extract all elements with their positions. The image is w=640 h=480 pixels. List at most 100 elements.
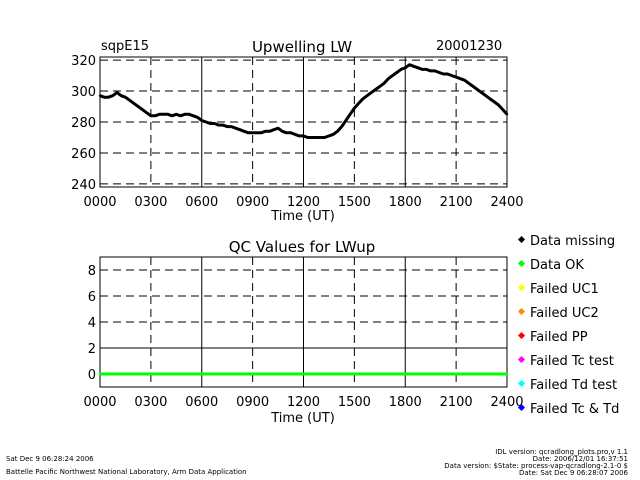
data-point bbox=[128, 99, 131, 102]
site-label: sqpE15 bbox=[101, 39, 149, 54]
x-axis-label: Time (UT) bbox=[270, 411, 335, 426]
x-tick-labels: 0000 0300 0600 0900 1200 1500 1800 2100 2400 bbox=[83, 395, 523, 410]
legend: Data missing Data OK Failed UC1 Failed UC2 F… bbox=[517, 234, 619, 417]
upwelling-lw-chart: Upwelling LW 240 260 280 300 320 0000 0300 060… bbox=[71, 38, 523, 224]
data-point bbox=[450, 74, 454, 77]
footer-left-org: Battelle Pacific Northwest National Labo… bbox=[6, 468, 247, 476]
x-tick-label: 2100 bbox=[440, 395, 473, 410]
x-tick-label: 2400 bbox=[490, 395, 523, 410]
data-point bbox=[166, 113, 169, 116]
y-tick-label: 280 bbox=[71, 116, 96, 131]
data-point bbox=[433, 69, 437, 73]
data-point bbox=[298, 134, 301, 138]
x-tick-label: 0600 bbox=[185, 395, 218, 410]
data-point bbox=[471, 85, 475, 88]
data-point bbox=[404, 66, 407, 70]
data-point bbox=[302, 134, 305, 138]
data-point bbox=[378, 85, 381, 88]
footer-right-line: Date: Sat Dec 9 06:28:07 2006 bbox=[519, 469, 628, 477]
data-point bbox=[115, 91, 119, 94]
x-tick-label: 1800 bbox=[389, 195, 422, 210]
data-point bbox=[204, 120, 208, 124]
legend-marker bbox=[517, 355, 526, 364]
data-point bbox=[501, 108, 504, 111]
x-tick-label: 2400 bbox=[490, 195, 523, 210]
y-tick-labels: 240 260 280 300 320 bbox=[71, 54, 96, 193]
data-point bbox=[306, 136, 309, 139]
data-point bbox=[107, 96, 110, 99]
data-point bbox=[170, 114, 174, 118]
data-point bbox=[315, 136, 318, 139]
x-tick-label: 0600 bbox=[185, 195, 218, 210]
legend-label: Failed UC2 bbox=[530, 306, 599, 321]
legend-label: Failed UC1 bbox=[530, 282, 599, 297]
data-point bbox=[497, 103, 500, 107]
data-point bbox=[370, 91, 373, 94]
data-point bbox=[238, 128, 242, 131]
legend-label: Failed Tc test bbox=[530, 354, 614, 369]
data-point bbox=[438, 71, 441, 74]
data-point bbox=[310, 136, 314, 139]
y-tick-label: 300 bbox=[71, 85, 96, 100]
data-point bbox=[132, 102, 136, 105]
x-tick-label: 0900 bbox=[236, 195, 269, 210]
data-point bbox=[416, 66, 420, 70]
x-tick-label: 0900 bbox=[236, 395, 269, 410]
data-point bbox=[293, 133, 297, 136]
legend-marker bbox=[517, 283, 526, 292]
data-point bbox=[141, 108, 144, 111]
x-tick-label: 0000 bbox=[83, 395, 116, 410]
legend-label: Failed Tc & Td bbox=[530, 402, 619, 417]
data-point bbox=[153, 114, 157, 118]
legend-marker bbox=[517, 379, 526, 388]
x-axis-label: Time (UT) bbox=[270, 209, 335, 224]
data-point bbox=[221, 123, 225, 127]
data-point bbox=[336, 130, 339, 133]
x-tick-label: 1500 bbox=[338, 195, 371, 210]
data-point bbox=[187, 113, 191, 116]
data-point bbox=[111, 94, 114, 97]
data-point bbox=[213, 122, 216, 125]
qc-values-chart: QC Values for LWup 0 2 4 6 8 0000 0300 0600 090… bbox=[83, 238, 523, 426]
data-point bbox=[425, 68, 428, 71]
data-point bbox=[192, 114, 195, 118]
data-point bbox=[429, 69, 432, 73]
plot-frame bbox=[99, 256, 508, 388]
data-point bbox=[442, 72, 445, 76]
data-point bbox=[217, 123, 220, 127]
legend-marker bbox=[517, 331, 526, 340]
x-tick-label: 1800 bbox=[389, 395, 422, 410]
data-point bbox=[340, 125, 343, 128]
series-data-ok bbox=[98, 372, 509, 376]
data-point bbox=[281, 130, 284, 133]
data-point bbox=[272, 128, 275, 131]
data-point bbox=[327, 134, 331, 138]
data-point bbox=[251, 131, 254, 134]
y-tick-label: 240 bbox=[71, 178, 96, 193]
data-point bbox=[268, 130, 271, 133]
data-point bbox=[323, 136, 326, 139]
data-point bbox=[285, 131, 288, 134]
data-point bbox=[348, 113, 352, 116]
data-point bbox=[200, 119, 203, 122]
data-point bbox=[255, 131, 259, 134]
data-point bbox=[230, 125, 233, 128]
data-point bbox=[454, 75, 458, 79]
footer: Sat Dec 9 06:28:24 2006 Battelle Pacific… bbox=[6, 448, 629, 477]
legend-marker bbox=[517, 403, 526, 412]
x-tick-label: 0000 bbox=[83, 195, 116, 210]
data-point bbox=[467, 82, 470, 85]
grid bbox=[100, 257, 507, 387]
footer-right-line: Data version: $State: process-vap-qcradl… bbox=[444, 462, 628, 470]
data-point bbox=[120, 94, 123, 97]
data-point bbox=[476, 88, 479, 91]
series-lwup bbox=[98, 63, 509, 139]
data-point bbox=[332, 133, 335, 136]
data-point bbox=[412, 65, 415, 68]
data-point bbox=[488, 97, 492, 101]
data-point bbox=[446, 72, 449, 76]
data-point bbox=[505, 372, 509, 376]
data-point bbox=[374, 88, 377, 91]
x-tick-labels: 0000 0300 0600 0900 1200 1500 1800 2100 2400 bbox=[83, 195, 523, 210]
